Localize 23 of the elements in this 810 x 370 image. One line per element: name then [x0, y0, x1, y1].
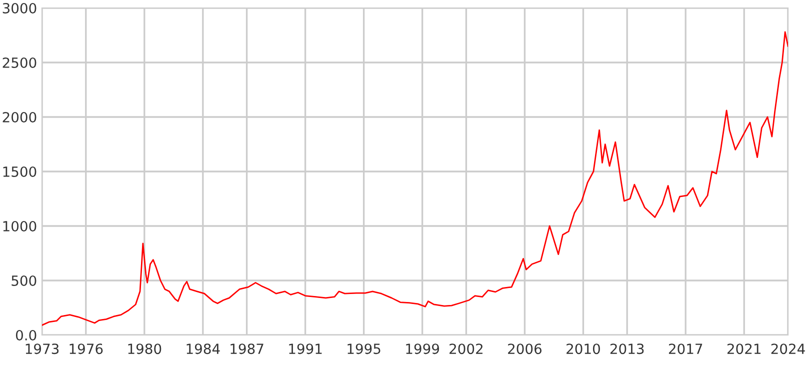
x-tick-label: 1995 [348, 344, 380, 354]
y-tick-label: 1500 [3, 166, 36, 177]
x-tick-label: 2002 [450, 344, 482, 354]
x-tick-label: 1984 [186, 344, 220, 354]
x-tick-label: 2013 [610, 344, 644, 354]
y-tick-label: 500 [12, 275, 36, 286]
y-tick-label: 1000 [3, 220, 36, 232]
x-tick-label: 2017 [668, 344, 702, 354]
x-tick-label: 1976 [70, 344, 103, 354]
x-tick-label: 2010 [566, 344, 600, 354]
x-tick-label: 1991 [289, 344, 322, 354]
y-tick-label: 3000 [2, 2, 36, 14]
x-tick-label: 1987 [230, 344, 264, 354]
x-tick-label: 2021 [727, 344, 761, 354]
y-tick-label: 0.0 [16, 330, 36, 340]
x-tick-label: 2006 [508, 344, 542, 354]
x-tick-label: 1999 [406, 344, 440, 354]
x-tick-label: 1973 [26, 344, 59, 354]
y-tick-label: 2000 [2, 112, 36, 122]
x-tick-label: 1980 [128, 344, 162, 354]
y-tick-label: 2500 [2, 57, 36, 68]
x-tick-label: 2024 [771, 344, 805, 354]
line-series [42, 31, 788, 326]
